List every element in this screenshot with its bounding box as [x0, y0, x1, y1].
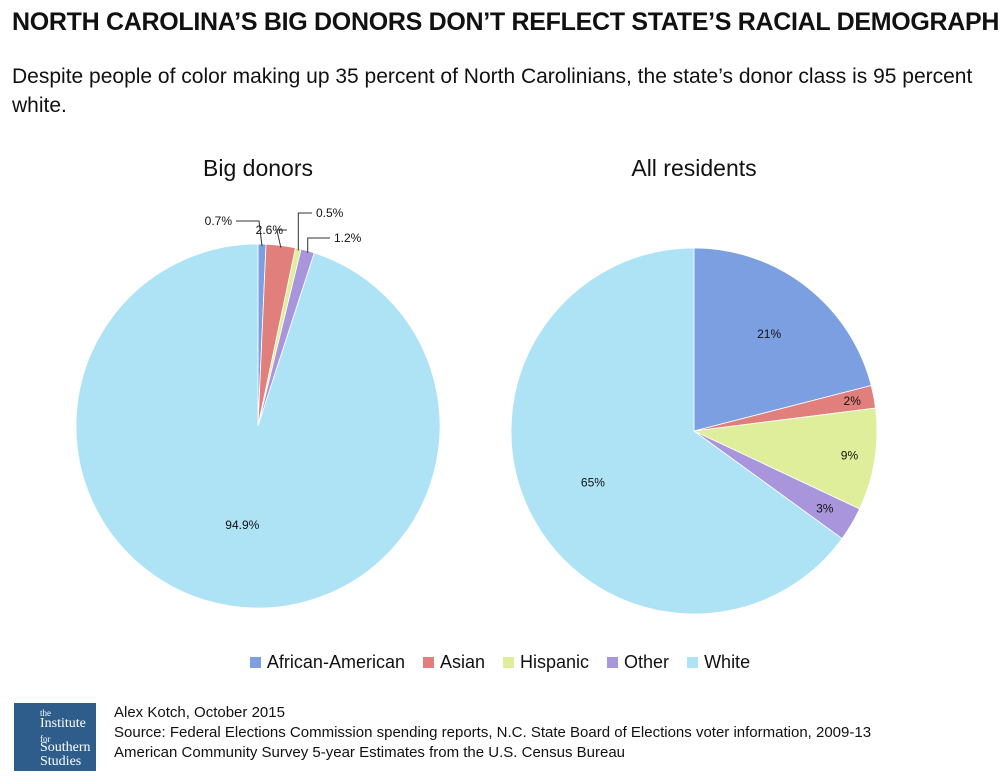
legend-swatch — [607, 657, 619, 668]
legend-item: Hispanic — [503, 652, 589, 673]
pie-title: Big donors — [203, 155, 313, 181]
pie-slice — [693, 247, 872, 432]
legend-label: Other — [624, 652, 670, 672]
logo-line-3: for — [40, 734, 51, 744]
leader-line — [297, 212, 312, 251]
slice-label: 94.9% — [225, 518, 259, 532]
leader-line — [236, 220, 263, 247]
slice-label: 1.2% — [334, 231, 362, 245]
legend-swatch — [687, 657, 699, 668]
source-line: Source: Federal Elections Commission spe… — [114, 724, 872, 741]
slice-label: 2% — [844, 394, 862, 408]
legend-item: African-American — [249, 652, 405, 673]
legend-item: White — [687, 652, 750, 673]
logo-line-5: Studies — [40, 754, 82, 769]
logo-line-1: the — [40, 708, 51, 718]
big-donors-pie: Big donors 0.7% 2.6% 0.5% 1.2% 94.9% — [75, 155, 441, 609]
all-residents-pie: All residents 21% 2% 9% 3% 65% — [510, 155, 878, 615]
legend-label: White — [704, 652, 751, 672]
pie-slice — [510, 247, 843, 615]
author-line: Alex Kotch, October 2015 — [114, 704, 285, 721]
legend-swatch — [249, 657, 261, 668]
page-title: NORTH CAROLINA’S BIG DONORS DON’T REFLEC… — [12, 8, 1000, 36]
pie-slice — [692, 407, 878, 510]
logo-line-4: Southern — [40, 740, 91, 755]
slice-label: 9% — [841, 449, 859, 463]
legend-swatch — [422, 657, 434, 668]
leader-line — [307, 237, 330, 253]
slice-label: 0.5% — [316, 206, 344, 220]
slice-label: 65% — [581, 476, 605, 490]
legend-item: Asian — [422, 652, 485, 673]
slice-label: 3% — [816, 501, 834, 515]
slice-label: 0.7% — [205, 214, 233, 228]
leader-line — [276, 229, 287, 248]
source-line-2: American Community Survey 5-year Estimat… — [114, 744, 626, 761]
subtitle: Despite people of color making up 35 per… — [12, 65, 973, 117]
pie-slice — [75, 243, 441, 609]
legend-label: Asian — [439, 652, 485, 672]
institute-logo: the Institute for Southern Studies — [14, 703, 96, 771]
slice-label: 21% — [757, 327, 781, 341]
credits: Alex Kotch, October 2015 Source: Federal… — [114, 703, 994, 763]
legend-item: Other — [607, 652, 669, 673]
legend-label: African-American — [266, 652, 405, 672]
logo-line-2: Institute — [40, 716, 86, 731]
legend-swatch — [503, 657, 514, 668]
legend-label: Hispanic — [520, 652, 590, 672]
slice-label: 2.6% — [256, 223, 284, 237]
legend: African-American Asian Hispanic Other White — [0, 652, 1000, 673]
pie-title: All residents — [631, 155, 756, 181]
